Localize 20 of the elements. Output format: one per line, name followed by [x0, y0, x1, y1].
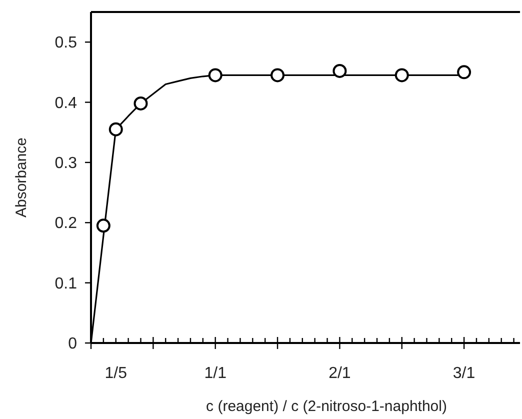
- point: [332, 64, 347, 78]
- point: [270, 68, 285, 82]
- y-tick-label: 0.2: [54, 215, 78, 232]
- point: [134, 96, 148, 110]
- x-tick-label: 1/5: [104, 365, 128, 382]
- y-tick-label: 0.4: [54, 94, 78, 112]
- point: [457, 65, 472, 80]
- x-axis-title: c (reagent) / c (2-nitroso-1-naphthol): [206, 398, 447, 415]
- x-tick-label: 3/1: [452, 365, 476, 382]
- y-tick-label: 0.1: [54, 275, 78, 292]
- x-tick-label: 1/1: [204, 365, 227, 382]
- point: [208, 68, 222, 82]
- y-tick-label: 0.5: [54, 34, 78, 52]
- point: [96, 218, 110, 233]
- point: [394, 68, 409, 82]
- y-axis-title: Absorbance: [13, 137, 30, 218]
- point: [108, 122, 123, 136]
- x-tick-label: 2/1: [328, 365, 351, 382]
- y-tick-label: 0: [68, 336, 78, 353]
- y-tick-label: 0.3: [54, 155, 78, 172]
